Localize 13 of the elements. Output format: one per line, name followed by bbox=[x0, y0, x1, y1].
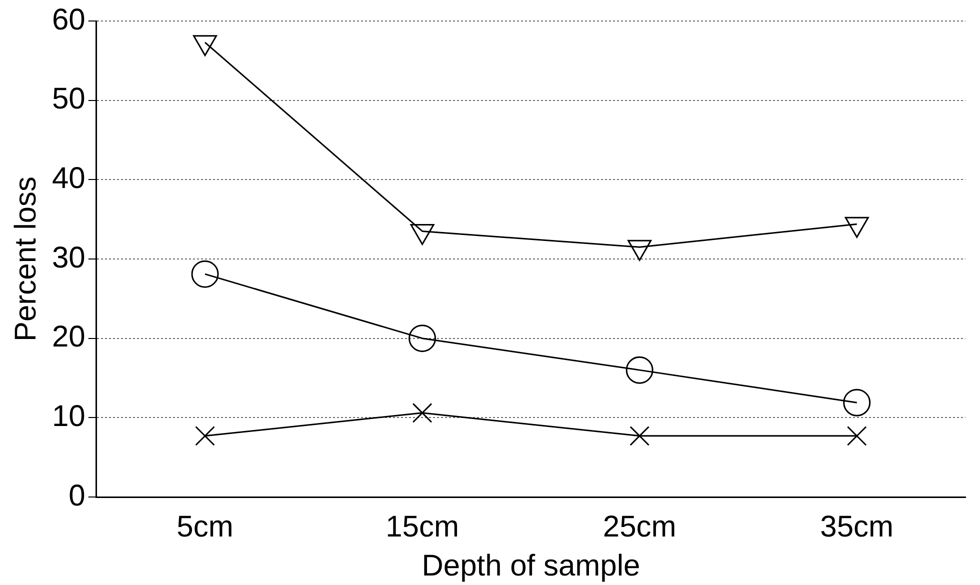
x-tick-label: 5cm bbox=[176, 510, 234, 544]
x-tick-label: 35cm bbox=[820, 510, 894, 544]
x-tick-label: 25cm bbox=[602, 510, 676, 544]
y-tick-label: 50 bbox=[52, 82, 86, 116]
y-axis-title: Percent loss bbox=[9, 176, 42, 342]
y-tick-label: 10 bbox=[52, 400, 86, 433]
y-tick-label: 20 bbox=[52, 320, 86, 354]
x-axis-title: Depth of sample bbox=[422, 549, 640, 582]
x-tick-label: 15cm bbox=[386, 510, 459, 544]
y-tick-label: 0 bbox=[68, 479, 86, 512]
y-tick-label: 60 bbox=[52, 3, 86, 36]
y-tick-label: 30 bbox=[52, 241, 86, 274]
y-tick-label: 40 bbox=[52, 162, 86, 195]
